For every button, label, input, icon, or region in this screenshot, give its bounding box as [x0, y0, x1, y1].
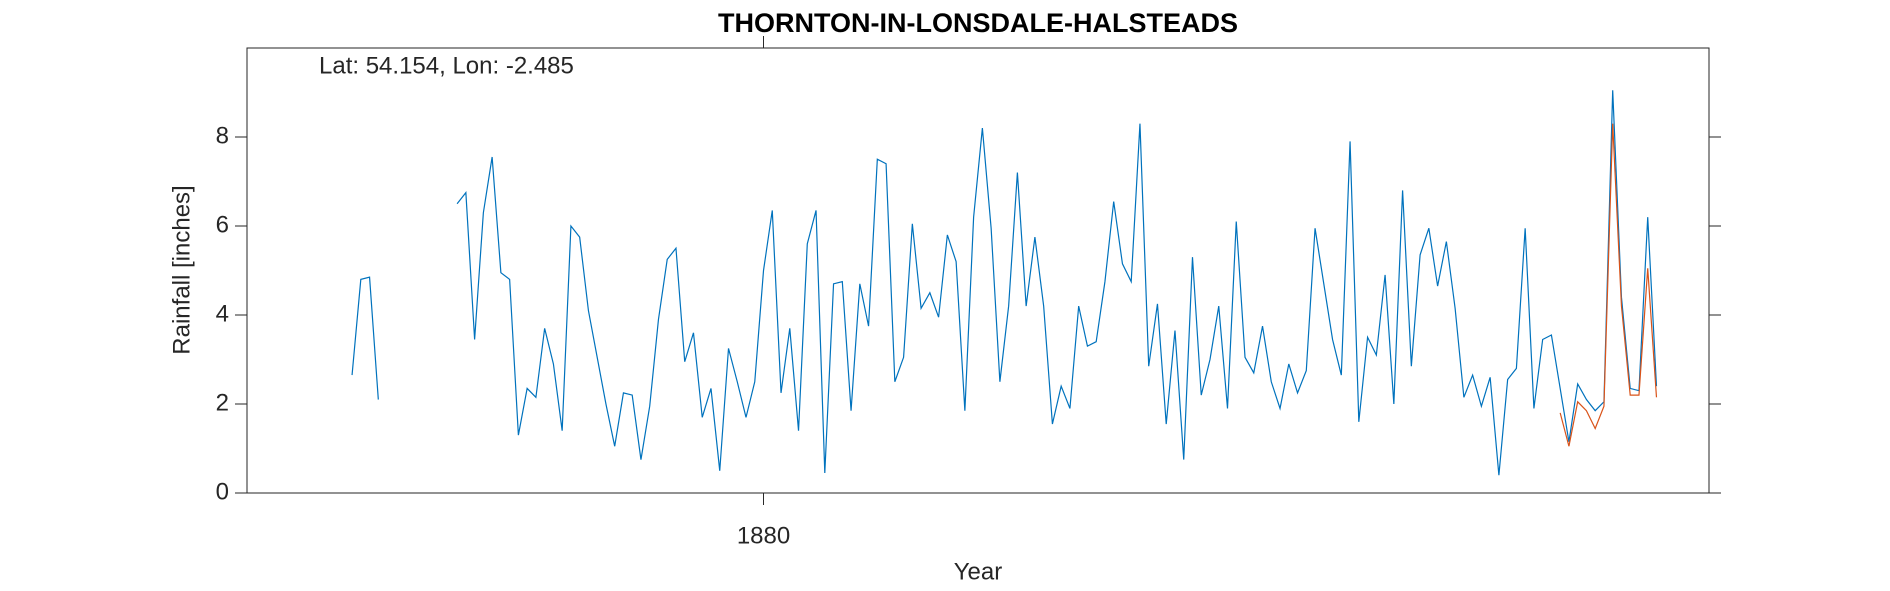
- y-tick-label: 2: [216, 389, 229, 416]
- x-tick-label: 1880: [737, 522, 790, 549]
- y-tick-label: 8: [216, 122, 229, 149]
- line-series: [1559, 123, 1658, 447]
- y-axis-label: Rainfall [inches]: [168, 185, 195, 354]
- chart-title: THORNTON-IN-LONSDALE-HALSTEADS: [718, 8, 1238, 38]
- y-tick-label: 4: [216, 300, 229, 327]
- annotation: Lat: 54.154, Lon: -2.485: [319, 52, 574, 79]
- plot-box: [246, 47, 1710, 494]
- y-tick-label: 0: [216, 478, 229, 505]
- line-series: [456, 90, 1658, 476]
- line-series: [351, 276, 379, 400]
- x-axis-label: Year: [954, 558, 1003, 585]
- y-tick-label: 6: [216, 211, 229, 238]
